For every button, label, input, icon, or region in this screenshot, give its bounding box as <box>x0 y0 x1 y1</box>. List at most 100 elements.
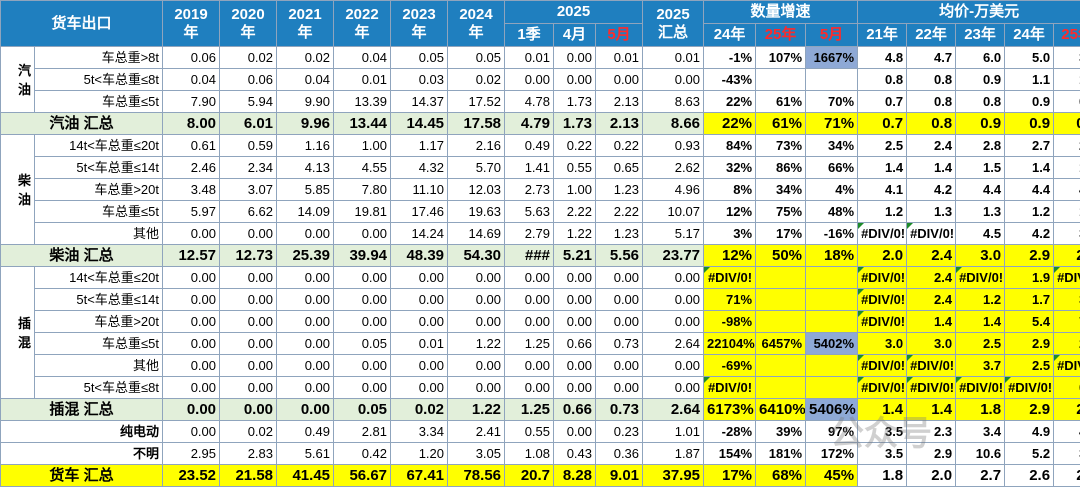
value-cell: 14.37 <box>391 91 448 113</box>
growth-cell: -16% <box>806 223 858 245</box>
value-cell: 0.49 <box>277 421 334 443</box>
avg-price-cell: 5.4 <box>1005 311 1054 333</box>
growth-cell <box>806 267 858 289</box>
avg-price-cell: 2.4 <box>1054 245 1080 267</box>
value-cell: 0.00 <box>554 311 596 333</box>
avg-price-cell: #DIV/0! <box>956 267 1005 289</box>
value-cell: 2.13 <box>596 91 643 113</box>
value-cell: 1.25 <box>505 333 554 355</box>
value-cell: 5.17 <box>643 223 704 245</box>
avg-price-cell: 1.8 <box>956 399 1005 421</box>
avg-price-cell: 1.2 <box>1005 201 1054 223</box>
value-cell: 0.00 <box>277 377 334 399</box>
value-cell: 3.48 <box>163 179 220 201</box>
avg-price-cell: #DIV/0! <box>907 355 956 377</box>
value-cell: 3.05 <box>448 443 505 465</box>
value-cell: 4.96 <box>643 179 704 201</box>
avg-price-cell: 2.4 <box>1054 333 1080 355</box>
avg-price-cell: 1.7 <box>1005 289 1054 311</box>
avg-price-cell: 3.3 <box>1054 289 1080 311</box>
avg-price-cell: #DIV/0! <box>1005 377 1054 399</box>
growth-cell: 73% <box>756 135 806 157</box>
value-cell: 2.83 <box>220 443 277 465</box>
growth-cell: 22104% <box>704 333 756 355</box>
value-cell: 0.65 <box>596 157 643 179</box>
growth-cell <box>756 355 806 377</box>
avg-price-cell: 2.3 <box>907 421 956 443</box>
value-cell: 0.00 <box>163 421 220 443</box>
value-cell: 14.45 <box>391 113 448 135</box>
avg-price-cell: 2.5 <box>956 333 1005 355</box>
value-cell: 2.41 <box>448 421 505 443</box>
value-cell: 0.05 <box>334 399 391 421</box>
avg-price-cell: 2.8 <box>956 135 1005 157</box>
value-cell: 5.56 <box>596 245 643 267</box>
value-cell: 9.96 <box>277 113 334 135</box>
avg-price-cell: #DIV/0! <box>858 311 907 333</box>
value-cell: 1.23 <box>596 223 643 245</box>
avg-price-cell: 1.1 <box>1054 69 1080 91</box>
value-cell: 0.00 <box>277 223 334 245</box>
value-cell: 1.73 <box>554 91 596 113</box>
row-label: 5t<车总重≤8t <box>35 69 163 91</box>
value-cell: 8.63 <box>643 91 704 113</box>
avg-price-cell: 1.4 <box>956 311 1005 333</box>
value-cell: 0.00 <box>448 289 505 311</box>
row-label: 14t<车总重≤20t <box>35 267 163 289</box>
growth-cell: 6457% <box>756 333 806 355</box>
row-label: 柴油 汇总 <box>1 245 163 267</box>
value-cell: 0.02 <box>277 47 334 69</box>
value-cell: 0.00 <box>596 311 643 333</box>
avg-price-cell: 2.9 <box>1005 245 1054 267</box>
value-cell: 0.00 <box>448 267 505 289</box>
value-cell: 12.03 <box>448 179 505 201</box>
value-cell: 0.00 <box>220 333 277 355</box>
growth-cell: 71% <box>704 289 756 311</box>
avg-price-cell: 3.4 <box>1054 443 1080 465</box>
header-q1: 1季 <box>505 24 554 47</box>
row-label: 车总重≤5t <box>35 91 163 113</box>
row-label: 汽油 汇总 <box>1 113 163 135</box>
avg-price-cell: 0.9 <box>1054 91 1080 113</box>
avg-price-cell: 1.4 <box>1005 157 1054 179</box>
avg-price-cell: 0.8 <box>907 91 956 113</box>
group-label-gas: 汽油 <box>1 47 35 113</box>
value-cell: 2.79 <box>505 223 554 245</box>
row-label: 车总重>20t <box>35 179 163 201</box>
value-cell: 25.39 <box>277 245 334 267</box>
value-cell: 0.93 <box>643 135 704 157</box>
value-cell: 0.00 <box>448 311 505 333</box>
value-cell: 0.00 <box>220 399 277 421</box>
avg-price-cell: 0.8 <box>907 113 956 135</box>
value-cell: 54.30 <box>448 245 505 267</box>
value-cell: 19.63 <box>448 201 505 223</box>
row-label: 5t<车总重≤14t <box>35 289 163 311</box>
avg-price-cell: 4.8 <box>858 47 907 69</box>
growth-cell: 12% <box>704 201 756 223</box>
value-cell: 2.16 <box>448 135 505 157</box>
growth-cell <box>806 69 858 91</box>
value-cell: 14.24 <box>391 223 448 245</box>
growth-cell: 50% <box>756 245 806 267</box>
avg-price-cell: 0.9 <box>1054 113 1080 135</box>
growth-cell: 107% <box>756 47 806 69</box>
value-cell: 0.00 <box>163 355 220 377</box>
avg-price-cell: 4.0 <box>1054 179 1080 201</box>
growth-cell <box>756 377 806 399</box>
value-cell: 0.00 <box>448 355 505 377</box>
avg-price-cell: 1.5 <box>956 157 1005 179</box>
header-gmay: 5月 <box>806 24 858 47</box>
growth-cell: -43% <box>704 69 756 91</box>
growth-cell <box>756 311 806 333</box>
value-cell: 1.25 <box>505 399 554 421</box>
value-cell: 0.00 <box>277 399 334 421</box>
avg-price-cell: 6.0 <box>956 47 1005 69</box>
